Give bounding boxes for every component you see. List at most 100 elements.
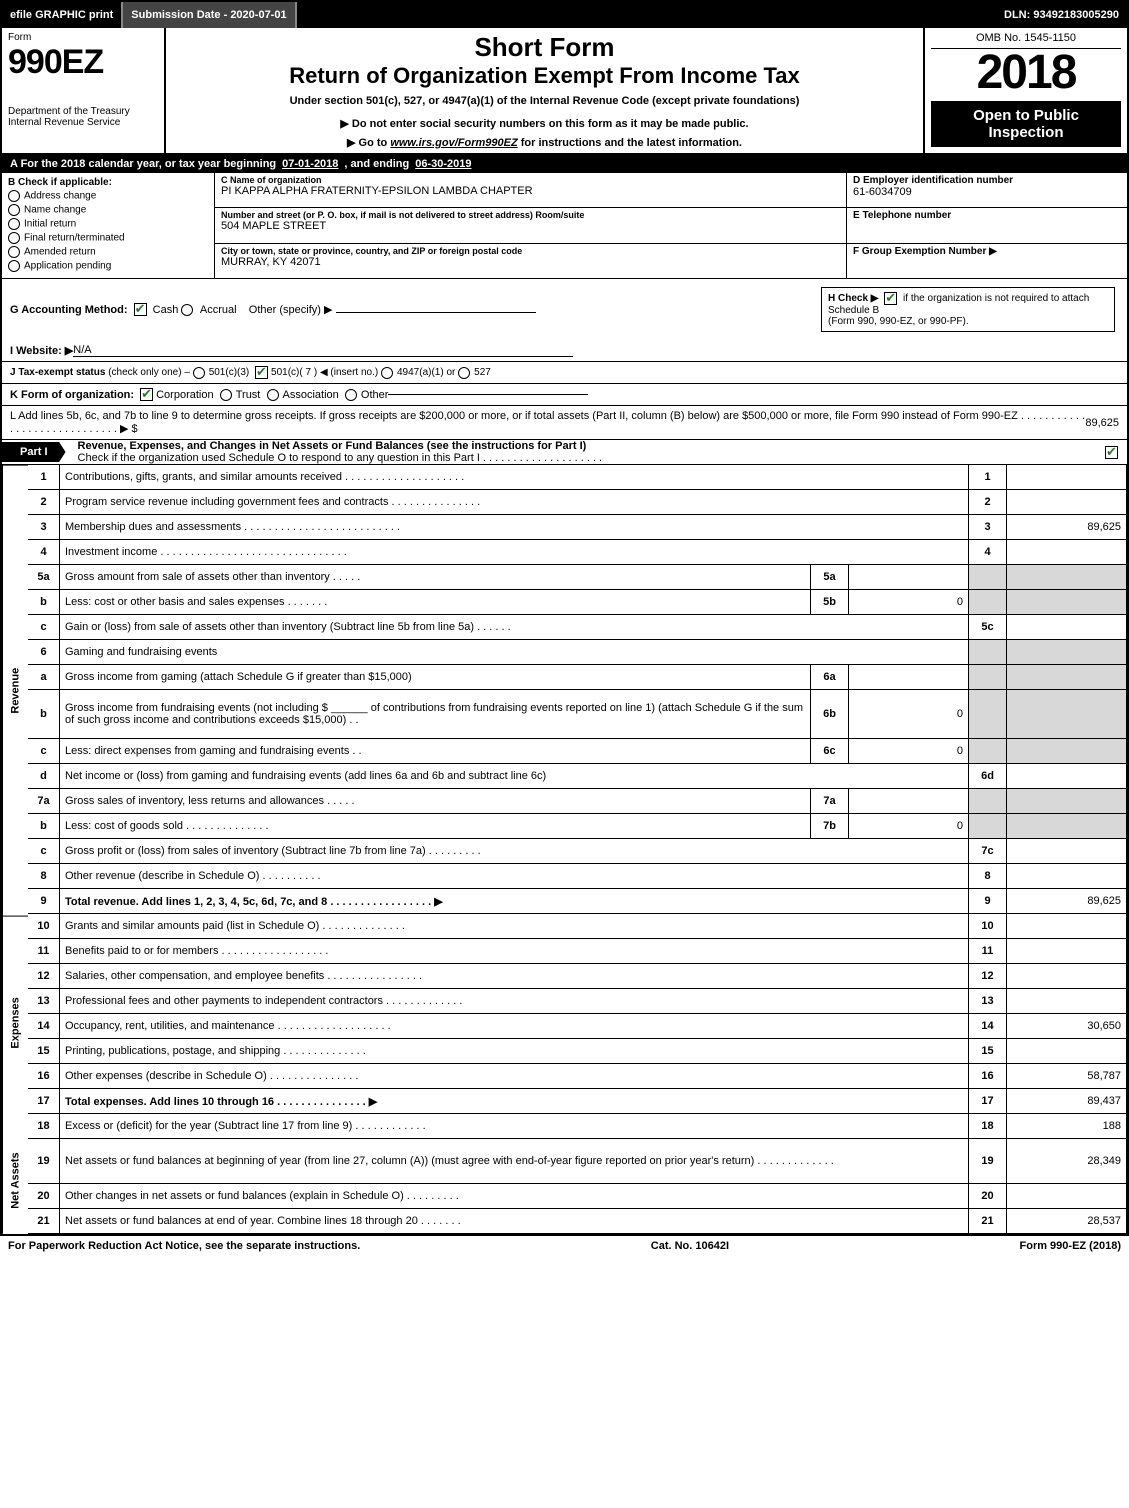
line-right-num: 1 bbox=[969, 465, 1007, 490]
sub-col-val: 0 bbox=[849, 739, 969, 764]
j-o4: 527 bbox=[474, 367, 491, 378]
sub-col-val: 0 bbox=[849, 590, 969, 615]
bcd-block: B Check if applicable: Address changeNam… bbox=[2, 173, 1127, 279]
line-number: 16 bbox=[28, 1064, 60, 1089]
k-other-radio[interactable] bbox=[345, 389, 357, 401]
year-end: 06-30-2019 bbox=[415, 158, 471, 170]
line-number: c bbox=[28, 839, 60, 864]
sec-b-radio[interactable] bbox=[8, 232, 20, 244]
line-right-num: 17 bbox=[969, 1089, 1007, 1114]
sec-b-item-label: Address change bbox=[24, 191, 96, 202]
row-i: I Website: ▶ N/A bbox=[2, 340, 1127, 362]
line-desc: Benefits paid to or for members . . . . … bbox=[60, 939, 969, 964]
h-text2: (Form 990, 990-EZ, or 990-PF). bbox=[828, 316, 969, 327]
irs-link[interactable]: www.irs.gov/Form990EZ bbox=[390, 137, 517, 149]
sec-b-radio[interactable] bbox=[8, 260, 20, 272]
sec-b-label: B Check if applicable: bbox=[8, 177, 208, 188]
form-label: Form bbox=[8, 32, 158, 43]
part-i-checkbox[interactable] bbox=[1105, 446, 1118, 459]
line-desc: Grants and similar amounts paid (list in… bbox=[60, 914, 969, 939]
line-number: 10 bbox=[28, 914, 60, 939]
sub-col-num: 5b bbox=[811, 590, 849, 615]
right-amount-shade bbox=[1007, 665, 1127, 690]
row-h: H Check ▶ if the organization is not req… bbox=[821, 287, 1115, 332]
sub-col-num: 6c bbox=[811, 739, 849, 764]
line-desc: Total expenses. Add lines 10 through 16 … bbox=[60, 1089, 969, 1114]
short-form-title: Short Form bbox=[170, 32, 919, 63]
vertical-labels: Revenue Expenses Net Assets bbox=[2, 465, 28, 1234]
sec-b-item: Initial return bbox=[8, 218, 208, 230]
h-checkbox[interactable] bbox=[884, 292, 897, 305]
line-desc: Net income or (loss) from gaming and fun… bbox=[60, 764, 969, 789]
sec-b-radio[interactable] bbox=[8, 218, 20, 230]
k-label: K Form of organization: bbox=[10, 389, 134, 401]
section-c: C Name of organization PI KAPPA ALPHA FR… bbox=[215, 173, 847, 278]
year-begin: 07-01-2018 bbox=[282, 158, 338, 170]
footer-mid: Cat. No. 10642I bbox=[651, 1240, 729, 1252]
line-desc: Net assets or fund balances at end of ye… bbox=[60, 1209, 969, 1234]
line-right-num: 3 bbox=[969, 515, 1007, 540]
k-trust-radio[interactable] bbox=[220, 389, 232, 401]
line-right-num: 18 bbox=[969, 1114, 1007, 1139]
line-number: b bbox=[28, 690, 60, 739]
line-number: 6 bbox=[28, 640, 60, 665]
line-desc: Professional fees and other payments to … bbox=[60, 989, 969, 1014]
j-4947-radio[interactable] bbox=[381, 367, 393, 379]
g-other-input[interactable] bbox=[336, 312, 536, 313]
line-right-num: 12 bbox=[969, 964, 1007, 989]
expenses-label: Expenses bbox=[2, 916, 28, 1129]
line-number: 9 bbox=[28, 889, 60, 914]
part-i-title: Revenue, Expenses, and Changes in Net As… bbox=[78, 440, 587, 452]
row-k: K Form of organization: Corporation Trus… bbox=[2, 384, 1127, 406]
right-amount-shade bbox=[1007, 565, 1127, 590]
line-amount bbox=[1007, 1039, 1127, 1064]
tax-year: 2018 bbox=[931, 49, 1121, 97]
addr-lbl: Number and street (or P. O. box, if mail… bbox=[221, 210, 840, 220]
line-right-num: 20 bbox=[969, 1184, 1007, 1209]
right-num-shade bbox=[969, 739, 1007, 764]
line-right-num: 14 bbox=[969, 1014, 1007, 1039]
section-d: D Employer identification number 61-6034… bbox=[847, 173, 1127, 278]
j-501c-checkbox[interactable] bbox=[255, 366, 268, 379]
line-amount bbox=[1007, 490, 1127, 515]
right-amount-shade bbox=[1007, 590, 1127, 615]
line-right-num: 6d bbox=[969, 764, 1007, 789]
sec-b-radio[interactable] bbox=[8, 246, 20, 258]
k-other-input[interactable] bbox=[388, 394, 588, 395]
line-desc: Total revenue. Add lines 1, 2, 3, 4, 5c,… bbox=[60, 889, 969, 914]
j-501c3-radio[interactable] bbox=[193, 367, 205, 379]
line-right-num: 13 bbox=[969, 989, 1007, 1014]
line-desc: Membership dues and assessments . . . . … bbox=[60, 515, 969, 540]
sub-col-num: 7a bbox=[811, 789, 849, 814]
line-right-num: 11 bbox=[969, 939, 1007, 964]
sec-b-item-label: Final return/terminated bbox=[24, 233, 125, 244]
website-val: N/A bbox=[73, 344, 573, 357]
tel-lbl: E Telephone number bbox=[853, 210, 1121, 221]
sec-b-radio[interactable] bbox=[8, 204, 20, 216]
line-right-num: 4 bbox=[969, 540, 1007, 565]
sub-col-num: 5a bbox=[811, 565, 849, 590]
k-assoc-radio[interactable] bbox=[267, 389, 279, 401]
cash-checkbox[interactable] bbox=[134, 303, 147, 316]
accrual-radio[interactable] bbox=[181, 304, 193, 316]
submission-date: Submission Date - 2020-07-01 bbox=[121, 2, 296, 28]
line-amount bbox=[1007, 615, 1127, 640]
k-o4: Other bbox=[361, 389, 389, 401]
line-desc: Less: direct expenses from gaming and fu… bbox=[60, 739, 811, 764]
j-527-radio[interactable] bbox=[458, 367, 470, 379]
sec-b-radio[interactable] bbox=[8, 190, 20, 202]
shade bbox=[1007, 640, 1127, 665]
sec-b-item-label: Application pending bbox=[24, 261, 111, 272]
line-desc: Occupancy, rent, utilities, and maintena… bbox=[60, 1014, 969, 1039]
line-number: 17 bbox=[28, 1089, 60, 1114]
form-990ez: efile GRAPHIC print Submission Date - 20… bbox=[0, 0, 1129, 1236]
right-num-shade bbox=[969, 690, 1007, 739]
org-city: MURRAY, KY 42071 bbox=[221, 256, 840, 268]
k-corp-checkbox[interactable] bbox=[140, 388, 153, 401]
k-o2: Trust bbox=[236, 389, 261, 401]
line-desc: Gross income from fundraising events (no… bbox=[60, 690, 811, 739]
sub-col-num: 6b bbox=[811, 690, 849, 739]
line-amount: 30,650 bbox=[1007, 1014, 1127, 1039]
line-right-num: 21 bbox=[969, 1209, 1007, 1234]
footer-left: For Paperwork Reduction Act Notice, see … bbox=[8, 1240, 360, 1252]
